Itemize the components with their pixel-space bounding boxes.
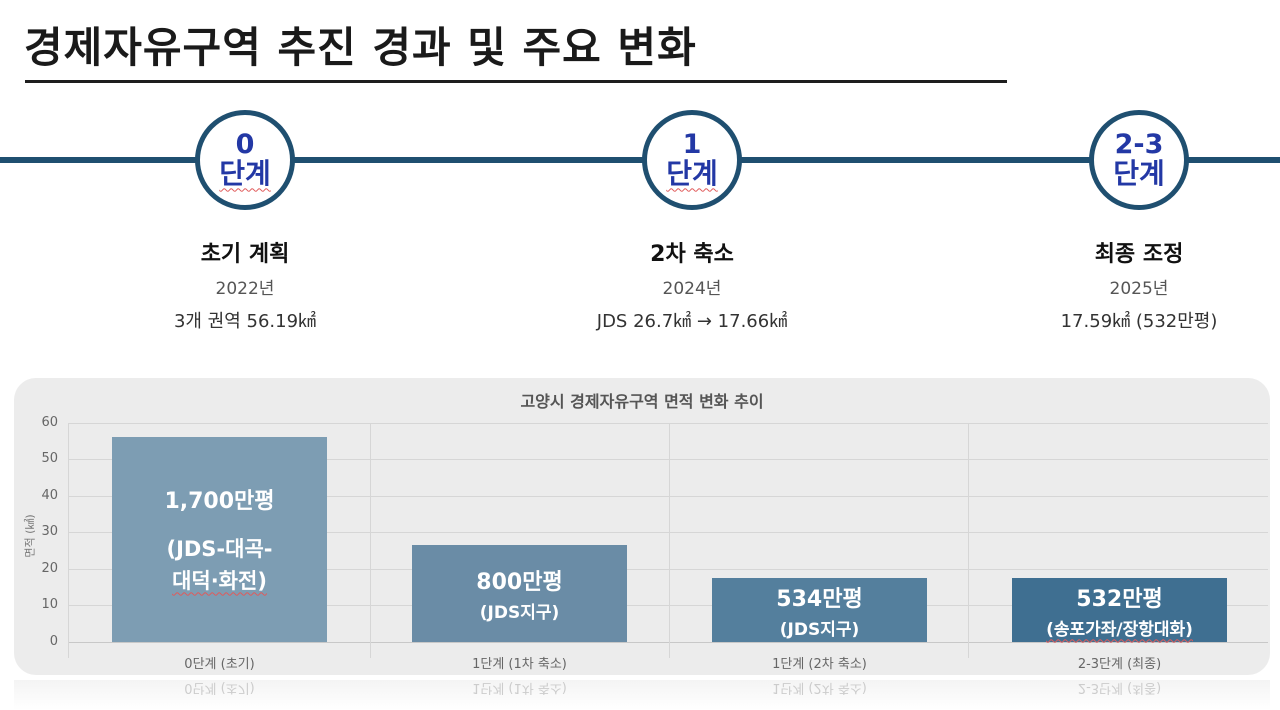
plot-area: 60 50 40 30 20 10 0 면적 (㎢) 1,700만평 (JDS-… bbox=[14, 378, 1270, 675]
chart-reflection: 0단계 (초기) 1단계 (1차 축소) 1단계 (2차 축소) 2-3단계 (… bbox=[14, 680, 1270, 710]
stage-unit: 단계 bbox=[219, 157, 271, 191]
y-axis-line bbox=[68, 423, 69, 658]
chart-title: 고양시 경제자유구역 면적 변화 추이 bbox=[520, 392, 764, 411]
page-title: 경제자유구역 추진 경과 및 주요 변화 bbox=[24, 23, 697, 72]
stage-circle: 0 단계 bbox=[195, 110, 295, 210]
reflected-x-tick: 0단계 (초기) bbox=[184, 680, 255, 695]
bar-stage-2-3: 532만평 (송포가좌/장항대화) bbox=[1012, 578, 1227, 642]
stage-year: 2024년 bbox=[662, 279, 722, 299]
y-axis-label: 면적 (㎢) bbox=[23, 514, 37, 558]
bar-stage-1-first: 800만평 (JDS지구) bbox=[412, 545, 627, 642]
timeline-line bbox=[0, 157, 1280, 163]
category-divider bbox=[669, 423, 670, 658]
stage-unit: 단계 bbox=[666, 157, 718, 191]
y-tick: 0 bbox=[49, 634, 58, 649]
stage-year: 2025년 bbox=[1109, 279, 1169, 299]
gridline-30 bbox=[68, 532, 1268, 533]
gridline-10 bbox=[68, 605, 1268, 606]
bar-label-sub: 대덕·화전) bbox=[172, 568, 267, 593]
y-tick: 50 bbox=[41, 451, 58, 466]
gridline-60 bbox=[68, 423, 1268, 424]
bar-label-sub: (JDS지구) bbox=[779, 619, 860, 640]
reflected-x-tick: 2-3단계 (최종) bbox=[1077, 680, 1162, 695]
x-tick: 1단계 (1차 축소) bbox=[472, 657, 567, 672]
title-divider bbox=[25, 80, 1007, 83]
bar-label-main: 532만평 bbox=[1076, 586, 1163, 612]
timeline-stage-1: 1 단계 2차 축소 2024년 JDS 26.7㎢ → 17.66㎢ bbox=[542, 110, 842, 333]
timeline-stage-0: 0 단계 초기 계획 2022년 3개 권역 56.19㎢ bbox=[95, 110, 395, 333]
bar-label-main: 534만평 bbox=[776, 586, 863, 612]
stage-number: 2-3 bbox=[1114, 128, 1164, 160]
bar-label-main: 800만평 bbox=[476, 570, 563, 595]
stage-circle: 1 단계 bbox=[642, 110, 742, 210]
reflected-x-tick: 1단계 (2차 축소) bbox=[772, 680, 867, 695]
stage-number: 1 bbox=[682, 128, 702, 160]
bar-label-sub: (송포가좌/장항대화) bbox=[1046, 619, 1193, 640]
stage-circle: 2-3 단계 bbox=[1089, 110, 1189, 210]
reflected-x-tick: 1단계 (1차 축소) bbox=[472, 680, 567, 695]
stage-year: 2022년 bbox=[215, 279, 275, 299]
y-tick: 60 bbox=[41, 415, 58, 430]
x-axis-line bbox=[68, 642, 1268, 643]
bar-stage-0: 1,700만평 (JDS-대곡- 대덕·화전) bbox=[112, 437, 327, 642]
y-tick: 30 bbox=[41, 524, 58, 539]
stage-name: 최종 조정 bbox=[1094, 242, 1184, 267]
y-tick: 20 bbox=[41, 561, 58, 576]
x-tick: 0단계 (초기) bbox=[184, 657, 255, 672]
stage-description: JDS 26.7㎢ → 17.66㎢ bbox=[596, 311, 788, 332]
stage-name: 초기 계획 bbox=[200, 242, 290, 267]
stage-description: 17.59㎢ (532만평) bbox=[1060, 311, 1218, 332]
gridline-40 bbox=[68, 496, 1268, 497]
stage-unit: 단계 bbox=[1113, 157, 1165, 191]
bar-stage-1-second: 534만평 (JDS지구) bbox=[712, 578, 927, 642]
y-tick: 40 bbox=[41, 488, 58, 503]
area-change-chart: 고양시 경제자유구역 면적 변화 추이 60 50 40 30 20 10 0 … bbox=[14, 378, 1270, 675]
stage-description: 3개 권역 56.19㎢ bbox=[173, 311, 317, 332]
bar-label-sub: (JDS지구) bbox=[479, 603, 560, 623]
bar-label-sub: (JDS-대곡- bbox=[166, 537, 273, 562]
timeline-stage-2-3: 2-3 단계 최종 조정 2025년 17.59㎢ (532만평) bbox=[989, 110, 1280, 333]
category-divider bbox=[370, 423, 371, 658]
x-tick: 1단계 (2차 축소) bbox=[772, 657, 867, 672]
y-tick: 10 bbox=[41, 597, 58, 612]
stage-number: 0 bbox=[235, 128, 255, 160]
category-divider bbox=[968, 423, 969, 658]
x-tick: 2-3단계 (최종) bbox=[1077, 657, 1162, 672]
gridline-50 bbox=[68, 459, 1268, 460]
gridline-20 bbox=[68, 569, 1268, 570]
stage-name: 2차 축소 bbox=[650, 242, 734, 267]
bar-label-main: 1,700만평 bbox=[164, 489, 275, 515]
